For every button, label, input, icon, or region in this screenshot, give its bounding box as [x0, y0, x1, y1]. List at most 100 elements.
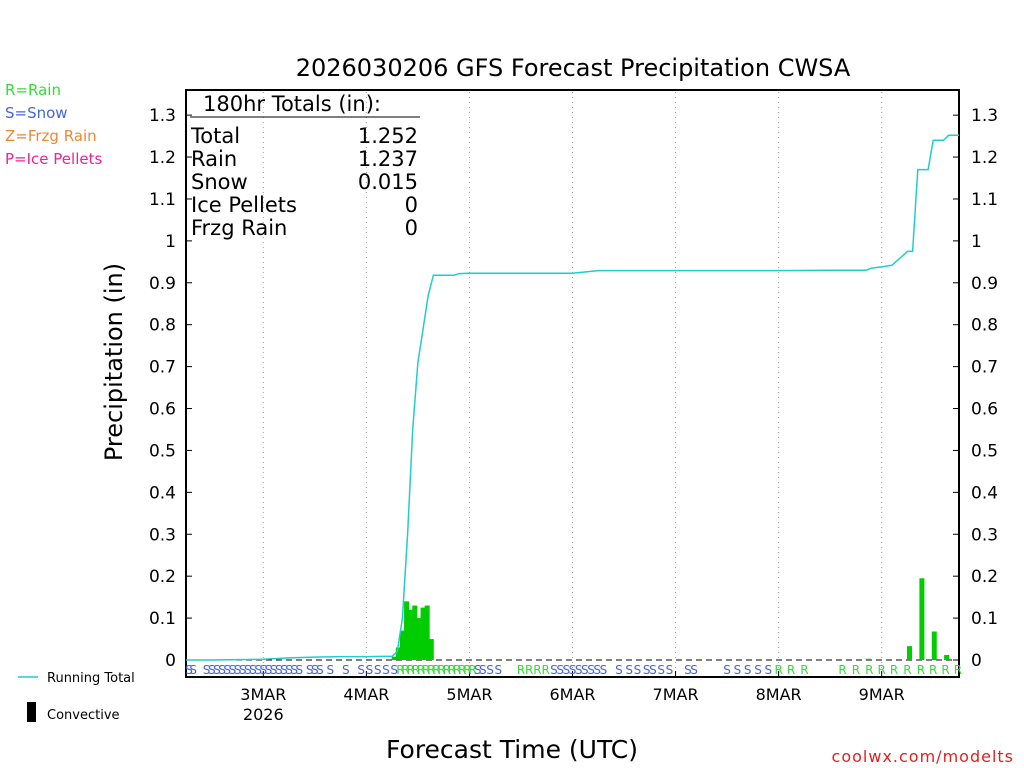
ytick-left-label-0: 0	[165, 651, 176, 671]
ptype-marker-72: S	[723, 663, 731, 677]
ytick-right-label-7: 0.7	[971, 358, 998, 378]
ptype-marker-80: R	[838, 663, 846, 677]
running-total-line	[186, 134, 959, 661]
ytick-left-label-13: 1.3	[149, 106, 176, 126]
ptype-marker-27: S	[366, 663, 374, 677]
ptype-marker-55: S	[556, 663, 564, 677]
ytick-left-label-10: 1	[165, 232, 176, 252]
series-legend: Running Total Convective	[18, 671, 135, 723]
ptype-marker-71: S	[690, 663, 698, 677]
bar-5	[412, 605, 418, 660]
bar-9	[428, 639, 434, 660]
ptype-marker-79: R	[800, 663, 808, 677]
totals-header: 180hr Totals (in):	[203, 92, 381, 116]
ptype-marker-18: S	[285, 663, 293, 677]
ptype-marker-61: S	[593, 663, 601, 677]
bar-6	[416, 618, 422, 660]
ptype-marker-44: R	[463, 663, 471, 677]
bar-8	[424, 605, 430, 660]
ptype-marker-33: R	[407, 663, 415, 677]
ytick-left-label-4: 0.4	[149, 483, 176, 503]
totals-value-total: 1.252	[358, 124, 418, 148]
ptype-marker-62: S	[600, 663, 608, 677]
ptype-marker-30: S	[390, 663, 398, 677]
ptype-marker-6: S	[223, 663, 231, 677]
totals-label-ice: Ice Pellets	[191, 193, 297, 217]
x-gridlines	[262, 92, 883, 677]
xtick-label-6: 9MAR	[859, 685, 905, 704]
ptype-marker-51: R	[525, 663, 533, 677]
ptype-marker-47: S	[479, 663, 487, 677]
ptype-marker-63: S	[615, 663, 623, 677]
ptype-marker-77: R	[774, 663, 782, 677]
ptype-marker-88: R	[941, 663, 949, 677]
ytick-right-label-8: 0.8	[971, 316, 998, 336]
ptype-marker-70: S	[684, 663, 692, 677]
totals-label-rain: Rain	[191, 147, 237, 171]
xtick-label-2: 5MAR	[446, 685, 492, 704]
ptype-marker-16: S	[275, 663, 283, 677]
ptype-marker-85: R	[903, 663, 911, 677]
ptype-marker-11: S	[249, 663, 257, 677]
ytick-left-label-2: 0.2	[149, 567, 176, 587]
totals-label-total: Total	[190, 124, 240, 148]
ptype-marker-86: R	[917, 663, 925, 677]
ptype-marker-74: S	[744, 663, 752, 677]
bar-series-precip	[391, 578, 950, 660]
ptype-marker-89: R	[954, 663, 962, 677]
xtick-label-4: 7MAR	[653, 685, 699, 704]
ptype-marker-54: S	[550, 663, 558, 677]
totals-label-snow: Snow	[191, 170, 248, 194]
ptype-marker-84: R	[890, 663, 898, 677]
y-axis-left: 0 0.1 0.2 0.3 0.4 0.5 0.6 0.7 0.8 0.9 1 1.1 1.2 1.3	[149, 106, 192, 671]
bar-10	[865, 658, 871, 660]
ytick-right-label-1: 0.1	[971, 609, 998, 629]
ytick-right-label-2: 0.2	[971, 567, 998, 587]
ptype-marker-83: R	[878, 663, 886, 677]
ptype-marker-35: R	[417, 663, 425, 677]
ytick-right-label-6: 0.6	[971, 400, 998, 420]
ptype-marker-9: S	[239, 663, 247, 677]
ptype-marker-24: S	[326, 663, 334, 677]
xtick-label-1: 4MAR	[343, 685, 389, 704]
ytick-right-label-5: 0.5	[971, 441, 998, 461]
ptype-marker-65: S	[634, 663, 642, 677]
ptype-marker-23: S	[316, 663, 324, 677]
ptype-marker-20: S	[296, 663, 304, 677]
ptype-marker-78: R	[787, 663, 795, 677]
ptype-marker-4: S	[213, 663, 221, 677]
ptype-marker-5: S	[218, 663, 226, 677]
ptype-marker-75: S	[754, 663, 762, 677]
bar-0	[391, 656, 397, 660]
ptype-marker-26: S	[357, 663, 365, 677]
ptype-marker-66: S	[643, 663, 651, 677]
type-legend: R=Rain S=Snow Z=Frzg Rain P=Ice Pellets	[5, 81, 102, 168]
bar-1	[395, 647, 401, 660]
totals-value-rain: 1.237	[358, 147, 418, 171]
ptype-marker-28: S	[374, 663, 382, 677]
ytick-left-label-7: 0.7	[149, 358, 176, 378]
ptype-marker-1: S	[189, 663, 197, 677]
ptype-marker-8: S	[234, 663, 242, 677]
ptype-marker-36: R	[422, 663, 430, 677]
bar-4	[408, 609, 414, 660]
ptype-marker-14: S	[265, 663, 273, 677]
bar-12	[919, 578, 925, 660]
y-axis-right: 0 0.1 0.2 0.3 0.4 0.5 0.6 0.7 0.8 0.9 1 1.1 1.2 1.3	[953, 106, 998, 671]
legend-rain: R=Rain	[5, 81, 61, 99]
ptype-marker-73: S	[734, 663, 742, 677]
legend-ice-pellets: P=Ice Pellets	[5, 150, 102, 168]
ytick-right-label-10: 1	[971, 232, 982, 252]
ptype-marker-57: S	[569, 663, 577, 677]
ptype-marker-31: R	[396, 663, 404, 677]
bar-3	[404, 601, 410, 660]
totals-label-frzg: Frzg Rain	[191, 216, 287, 240]
ptype-marker-87: R	[929, 663, 937, 677]
ptype-marker-40: R	[443, 663, 451, 677]
totals-box: 180hr Totals (in): Total 1.252 Rain 1.23…	[190, 92, 420, 240]
bar-7	[420, 607, 426, 660]
ptype-marker-69: S	[666, 663, 674, 677]
totals-value-snow: 0.015	[358, 170, 418, 194]
